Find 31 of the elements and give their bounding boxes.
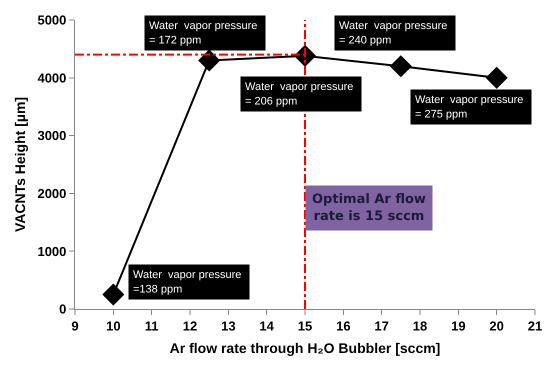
y-axis-title: VACNTs Height [µm] bbox=[12, 96, 28, 232]
x-tick-label: 12 bbox=[182, 318, 198, 334]
point bbox=[198, 49, 220, 72]
y-tick-label: 3000 bbox=[37, 128, 66, 144]
x-tick-label: 9 bbox=[71, 318, 79, 334]
annotation: Water vapor pressure = 172 ppm bbox=[149, 20, 258, 46]
y-tick-label: 4000 bbox=[37, 70, 66, 86]
x-tick-label: 19 bbox=[451, 318, 466, 334]
x-tick-label: 13 bbox=[221, 318, 236, 334]
x-tick-label: 10 bbox=[106, 318, 121, 334]
point bbox=[102, 284, 124, 306]
y-tick-label: 5000 bbox=[37, 12, 66, 28]
y-tick-label: 1000 bbox=[37, 244, 66, 259]
y-tick-label: 2000 bbox=[37, 186, 66, 201]
point bbox=[486, 66, 508, 89]
ref-line-label: Optimal Ar flow rate is 15 sccm bbox=[312, 192, 426, 224]
annotation: Water vapor pressure =138 ppm bbox=[133, 269, 242, 296]
x-tick-label: 17 bbox=[374, 318, 389, 334]
x-tick-label: 21 bbox=[528, 318, 542, 334]
annotation: Water vapor pressure = 275 ppm bbox=[415, 94, 524, 120]
x-tick-label: 20 bbox=[489, 318, 504, 334]
point bbox=[390, 55, 412, 78]
x-axis-title: Ar flow rate through H₂O Bubbler [sccm] bbox=[170, 340, 440, 356]
annotation: Water vapor pressure = 240 ppm bbox=[339, 20, 448, 46]
x-tick-label: 16 bbox=[336, 318, 351, 334]
x-tick-label: 14 bbox=[259, 318, 275, 334]
x-tick-label: 18 bbox=[412, 318, 428, 334]
x-tick-label: 15 bbox=[298, 318, 312, 334]
annotation: Water vapor pressure = 206 ppm bbox=[245, 81, 354, 108]
y-tick-label: 0 bbox=[59, 302, 66, 317]
x-tick-label: 11 bbox=[144, 318, 159, 334]
